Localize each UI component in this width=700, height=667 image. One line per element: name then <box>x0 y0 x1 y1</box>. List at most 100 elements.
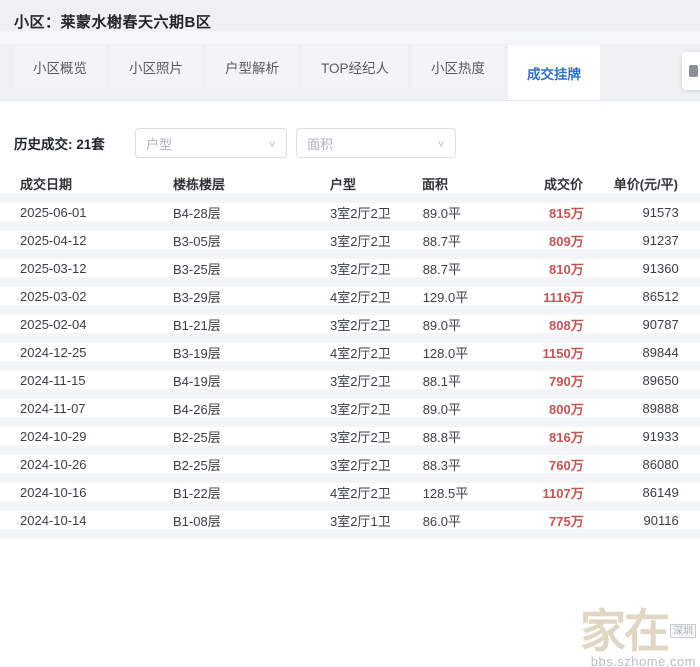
cell-date: 2024-11-15 <box>20 372 86 388</box>
site-watermark: 家在 深圳 bbs.szhome.com <box>580 605 696 667</box>
cell-building-floor: B2-25层 <box>173 457 221 473</box>
col-header-unitprice: 单价(元/平) <box>613 176 678 192</box>
col-header-date: 成交日期 <box>20 176 73 192</box>
cell-layout: 3室2厅1卫 <box>330 513 391 529</box>
col-header-area: 面积 <box>422 176 449 192</box>
cell-deal-price: 1150万 <box>542 345 584 361</box>
cell-area: 129.0平 <box>422 289 469 305</box>
cell-date: 2025-04-12 <box>20 232 87 248</box>
area-filter-select[interactable]: 面积 ∨ <box>296 128 456 158</box>
cell-area: 89.0平 <box>422 317 462 333</box>
header-divider-strip <box>0 31 700 44</box>
cell-unit-price: 91933 <box>642 428 679 444</box>
cell-area: 89.0平 <box>422 401 462 417</box>
col-header-layout: 户型 <box>330 176 357 192</box>
page-title: 小区：莱蒙水榭春天六期B区 <box>14 14 212 31</box>
table-body: 2025-06-01 B4-28层 3室2厅2卫 89.0平 815万 9157… <box>0 203 700 539</box>
cell-date: 2024-10-26 <box>20 456 87 472</box>
cell-deal-price: 808万 <box>549 317 584 333</box>
tab-photos[interactable]: 小区照片 <box>110 45 202 88</box>
cell-building-floor: B1-08层 <box>173 513 221 529</box>
cell-layout: 3室2厅2卫 <box>330 401 391 417</box>
cell-unit-price: 91237 <box>642 232 679 248</box>
deals-panel: 历史成交: 21套 户型 ∨ 面积 ∨ 成交日期 楼栋楼层 户型 面积 成交价 … <box>0 100 700 539</box>
table-row[interactable]: 2025-03-02 B3-29层 4室2厅2卫 129.0平 1116万 86… <box>0 287 700 315</box>
cell-unit-price: 89844 <box>642 344 679 360</box>
table-row[interactable]: 2024-10-26 B2-25层 3室2厅2卫 88.3平 760万 8608… <box>0 455 700 483</box>
table-row[interactable]: 2025-04-12 B3-05层 3室2厅2卫 88.7平 809万 9123… <box>0 231 700 259</box>
layout-filter-select[interactable]: 户型 ∨ <box>135 128 287 158</box>
table-row[interactable]: 2025-02-04 B1-21层 3室2厅2卫 89.0平 808万 9078… <box>0 315 700 343</box>
tab-heat[interactable]: 小区热度 <box>412 45 505 88</box>
cell-area: 88.7平 <box>422 261 462 277</box>
cell-deal-price: 800万 <box>549 401 584 417</box>
cell-unit-price: 90116 <box>643 512 679 528</box>
cell-deal-price: 816万 <box>549 429 584 445</box>
cell-unit-price: 86512 <box>642 288 679 304</box>
table-row[interactable]: 2025-06-01 B4-28层 3室2厅2卫 89.0平 815万 9157… <box>0 203 700 231</box>
chevron-down-icon: ∨ <box>267 138 276 149</box>
col-header-price: 成交价 <box>543 176 583 192</box>
chevron-down-icon: ∨ <box>436 138 445 149</box>
cell-layout: 3室2厅2卫 <box>330 233 391 249</box>
history-summary-count: 21套 <box>76 137 105 152</box>
cell-layout: 4室2厅2卫 <box>330 289 391 305</box>
cell-building-floor: B3-29层 <box>173 289 221 305</box>
cell-unit-price: 89650 <box>642 372 679 388</box>
cell-layout: 3室2厅2卫 <box>330 261 391 277</box>
cell-area: 128.0平 <box>422 345 469 361</box>
watermark-brand: 家在 <box>580 605 670 657</box>
cell-area: 88.7平 <box>422 233 462 249</box>
cell-area: 88.1平 <box>422 373 462 389</box>
cell-deal-price: 809万 <box>549 233 584 249</box>
cell-deal-price: 760万 <box>549 457 584 473</box>
cell-deal-price: 1116万 <box>543 289 584 305</box>
cell-layout: 4室2厅2卫 <box>330 345 391 361</box>
tab-top-agents[interactable]: TOP经纪人 <box>302 45 409 88</box>
cell-building-floor: B3-05层 <box>173 233 221 249</box>
table-row[interactable]: 2024-11-15 B4-19层 3室2厅2卫 88.1平 790万 8965… <box>0 371 700 399</box>
cell-date: 2025-02-04 <box>20 316 87 332</box>
cell-layout: 3室2厅2卫 <box>330 317 391 333</box>
cell-unit-price: 86080 <box>642 456 679 472</box>
cell-building-floor: B1-22层 <box>173 485 221 501</box>
cell-deal-price: 815万 <box>549 205 584 221</box>
cell-building-floor: B4-28层 <box>173 205 221 221</box>
tab-floorplans[interactable]: 户型解析 <box>206 45 298 88</box>
tab-overview[interactable]: 小区概览 <box>14 45 106 88</box>
watermark-url: bbs.szhome.com <box>590 654 696 667</box>
cell-building-floor: B4-26层 <box>173 401 221 417</box>
cell-unit-price: 90787 <box>642 316 679 332</box>
cell-date: 2025-03-12 <box>20 260 87 276</box>
cell-date: 2024-10-14 <box>20 512 87 528</box>
cell-layout: 3室2厅2卫 <box>330 457 391 473</box>
cell-building-floor: B1-21层 <box>173 317 221 333</box>
table-row[interactable]: 2025-03-12 B3-25层 3室2厅2卫 88.7平 810万 9136… <box>0 259 700 287</box>
cell-layout: 3室2厅2卫 <box>330 429 391 445</box>
cell-layout: 3室2厅2卫 <box>330 205 391 221</box>
table-header-row: 成交日期 楼栋楼层 户型 面积 成交价 单价(元/平) <box>0 173 700 203</box>
cell-unit-price: 91360 <box>642 260 679 276</box>
table-row[interactable]: 2024-10-16 B1-22层 4室2厅2卫 128.5平 1107万 86… <box>0 483 700 511</box>
cell-date: 2024-11-07 <box>20 400 86 416</box>
cell-deal-price: 810万 <box>549 261 584 277</box>
history-summary-label: 历史成交: <box>14 137 73 152</box>
history-summary: 历史成交: 21套 <box>14 133 135 153</box>
table-row[interactable]: 2024-12-25 B3-19层 4室2厅2卫 128.0平 1150万 89… <box>0 343 700 371</box>
cell-deal-price: 790万 <box>549 373 584 389</box>
tab-deals[interactable]: 成交挂牌 <box>508 45 601 100</box>
cell-date: 2025-03-02 <box>20 288 87 304</box>
cell-area: 128.5平 <box>422 485 469 501</box>
table-row[interactable]: 2024-11-07 B4-26层 3室2厅2卫 89.0平 800万 8988… <box>0 399 700 427</box>
cell-building-floor: B4-19层 <box>173 373 221 389</box>
table-row[interactable]: 2024-10-14 B1-08层 3室2厅1卫 86.0平 775万 9011… <box>0 511 700 539</box>
side-panel-button[interactable] <box>682 52 700 90</box>
area-filter-placeholder: 面积 <box>307 136 334 152</box>
cell-date: 2024-10-29 <box>20 428 87 444</box>
table-row[interactable]: 2024-10-29 B2-25层 3室2厅2卫 88.8平 816万 9193… <box>0 427 700 455</box>
top-header: 小区：莱蒙水榭春天六期B区 小区概览 小区照片 户型解析 TOP经纪人 小区热度… <box>0 0 700 100</box>
cell-building-floor: B3-25层 <box>173 261 221 277</box>
layout-filter-placeholder: 户型 <box>146 136 173 152</box>
cell-date: 2024-10-16 <box>20 484 87 500</box>
cell-deal-price: 775万 <box>549 513 584 529</box>
